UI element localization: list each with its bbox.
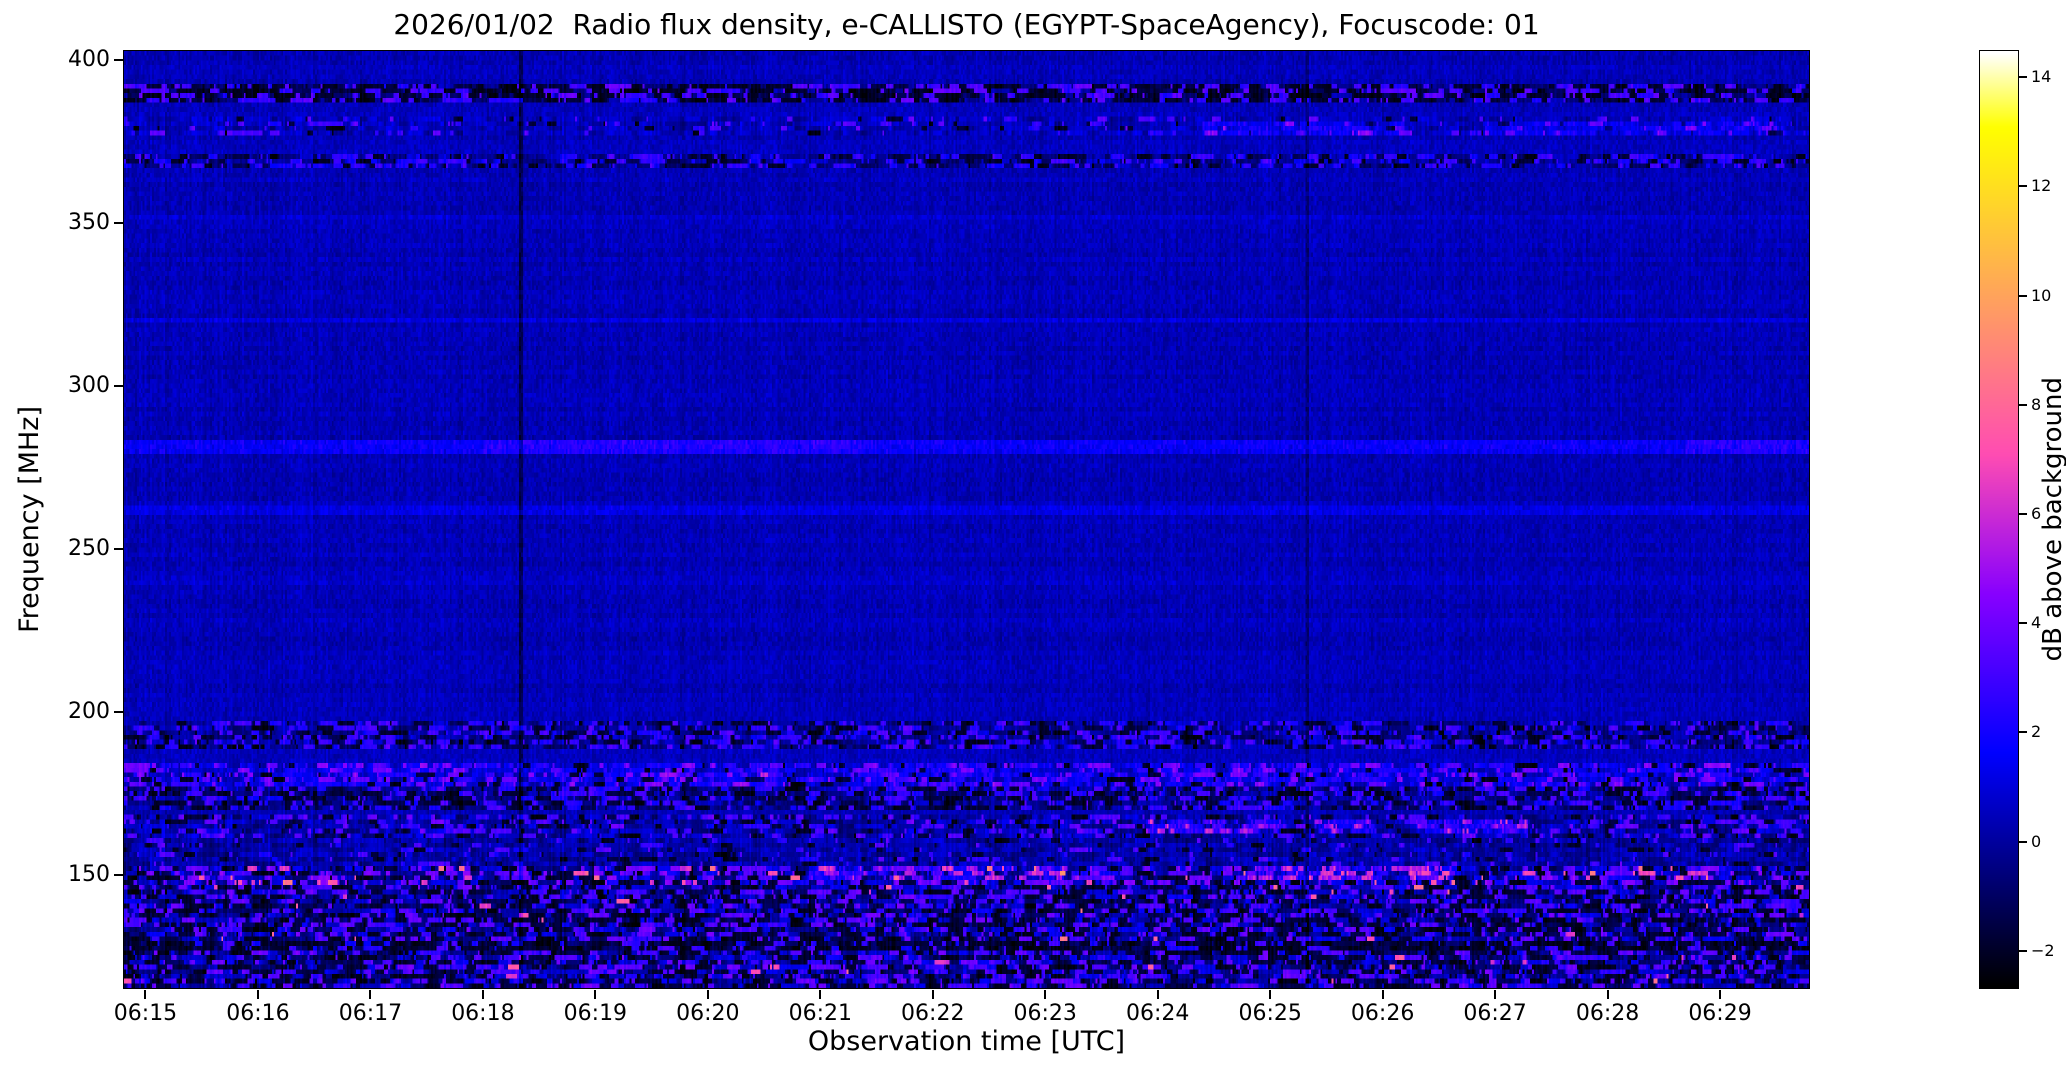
y-tick-label: 400 [68, 46, 110, 72]
y-tick-mark [114, 710, 123, 713]
y-tick-mark [114, 384, 123, 387]
plot-area [123, 50, 1810, 989]
x-axis-label: Observation time [UTC] [807, 1026, 1126, 1057]
x-tick-label: 06:22 [901, 1001, 965, 1026]
y-axis-label-text: Frequency [MHz] [13, 406, 45, 633]
colorbar-tick-label: 10 [2031, 285, 2052, 305]
y-tick-label: 200 [68, 698, 110, 724]
x-tick-label: 06:18 [451, 1001, 515, 1026]
colorbar-tick-mark [2019, 76, 2027, 79]
colorbar-tick-label: 4 [2031, 613, 2042, 633]
x-tick-label: 06:20 [676, 1001, 740, 1026]
y-tick-mark [114, 58, 123, 61]
x-tick-mark [594, 990, 597, 999]
colorbar [1979, 50, 2019, 989]
x-tick-label: 06:15 [113, 1001, 178, 1026]
colorbar-tick-mark [2019, 840, 2027, 843]
x-tick-label: 06:16 [226, 1001, 290, 1026]
y-tick-mark [114, 873, 123, 876]
colorbar-tick-label: 0 [2031, 831, 2042, 851]
x-tick-label: 06:27 [1463, 1001, 1527, 1026]
colorbar-tick-label: 6 [2031, 504, 2042, 524]
colorbar-tick-mark [2019, 185, 2027, 188]
colorbar-tick-label: 14 [2031, 67, 2052, 87]
x-tick-mark [931, 990, 934, 999]
y-tick-label: 150 [68, 861, 110, 887]
x-tick-mark [481, 990, 484, 999]
y-tick-label: 250 [68, 535, 110, 561]
colorbar-tick-mark [2019, 403, 2027, 406]
colorbar-tick-mark [2019, 731, 2027, 734]
x-tick-label: 06:25 [1238, 1001, 1302, 1026]
y-tick-mark [114, 547, 123, 550]
x-tick-mark [1494, 990, 1497, 999]
colorbar-tick-mark [2019, 949, 2027, 952]
colorbar-tick-mark [2019, 294, 2027, 297]
x-tick-label: 06:21 [788, 1001, 852, 1026]
y-tick-label: 350 [68, 209, 110, 235]
x-tick-mark [819, 990, 822, 999]
x-tick-mark [1156, 990, 1159, 999]
x-tick-mark [369, 990, 372, 999]
y-tick-label: 300 [68, 372, 110, 398]
y-axis-label: Frequency [MHz] [10, 50, 48, 989]
x-tick-label: 06:26 [1350, 1001, 1415, 1026]
colorbar-tick-label: 12 [2031, 176, 2052, 196]
spectrogram-canvas [124, 51, 1809, 988]
x-tick-mark [256, 990, 259, 999]
colorbar-tick-label: −2 [2031, 940, 2055, 960]
x-tick-label: 06:19 [563, 1001, 628, 1026]
x-tick-mark [1269, 990, 1272, 999]
x-tick-mark [1044, 990, 1047, 999]
x-tick-label: 06:29 [1688, 1001, 1752, 1026]
x-tick-mark [1719, 990, 1722, 999]
x-tick-label: 06:23 [1013, 1001, 1077, 1026]
y-tick-mark [114, 221, 123, 224]
x-tick-mark [706, 990, 709, 999]
colorbar-gradient-canvas [1980, 51, 2018, 988]
colorbar-tick-mark [2019, 513, 2027, 516]
x-tick-label: 06:24 [1125, 1001, 1190, 1026]
chart-title: 2026/01/02 Radio flux density, e-CALLIST… [393, 8, 1540, 41]
x-tick-label: 06:17 [338, 1001, 403, 1026]
x-tick-mark [1381, 990, 1384, 999]
x-tick-mark [1606, 990, 1609, 999]
x-tick-label: 06:28 [1575, 1001, 1640, 1026]
x-tick-mark [144, 990, 147, 999]
colorbar-tick-label: 8 [2031, 394, 2042, 414]
colorbar-tick-label: 2 [2031, 722, 2042, 742]
colorbar-tick-mark [2019, 622, 2027, 625]
